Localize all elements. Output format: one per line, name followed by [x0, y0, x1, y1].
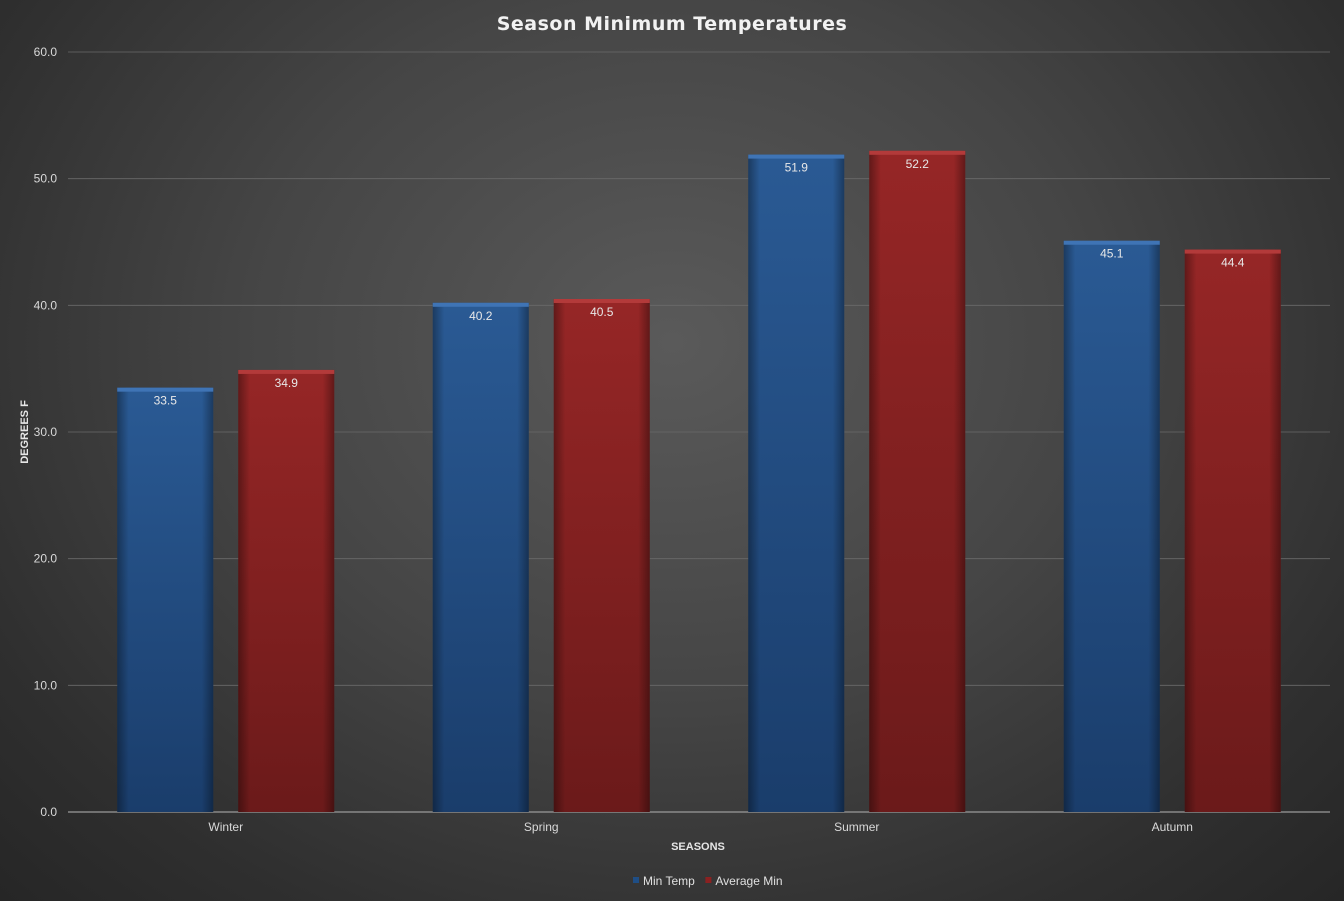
- bar-top-bevel: [553, 299, 650, 303]
- y-axis-ticks: 0.0 10.0 20.0 30.0 40.0 50.0 60.0: [34, 45, 58, 819]
- chart-title: Season Minimum Temperatures: [497, 13, 848, 35]
- bar-shading: [1184, 249, 1281, 813]
- x-tick-label: Spring: [524, 820, 559, 834]
- bar-top-bevel: [117, 387, 214, 392]
- legend-label: Average Min: [715, 874, 782, 888]
- x-tick-label: Autumn: [1152, 820, 1193, 834]
- y-tick-label: 0.0: [40, 805, 57, 819]
- bar-min-temp-spring: [432, 302, 529, 812]
- bar-top-bevel: [1063, 240, 1160, 245]
- y-tick-label: 10.0: [34, 678, 58, 692]
- y-tick-label: 40.0: [34, 298, 58, 312]
- data-labels: 33.5 34.9 40.2 40.5 51.9 52.2 45.1 44.4: [154, 157, 1245, 408]
- bar-shading: [748, 154, 845, 813]
- data-label: 34.9: [275, 376, 299, 390]
- legend-item-average-min: Average Min: [705, 874, 783, 888]
- data-label: 51.9: [785, 161, 809, 175]
- data-label: 40.2: [469, 309, 493, 323]
- y-tick-label: 60.0: [34, 45, 58, 59]
- bar-min-temp-winter: [117, 387, 214, 812]
- bar-top-bevel: [1184, 249, 1281, 254]
- bars: [117, 150, 1281, 813]
- data-label: 40.5: [590, 305, 614, 319]
- bar-top-bevel: [432, 302, 529, 307]
- legend: Min Temp Average Min: [633, 874, 783, 888]
- legend-swatch: [705, 877, 712, 883]
- bar-min-temp-autumn: [1063, 240, 1160, 812]
- x-tick-label: Summer: [834, 820, 879, 834]
- bar-average-min-winter: [238, 369, 335, 812]
- x-tick-label: Winter: [208, 820, 243, 834]
- bar-shading: [432, 302, 529, 812]
- legend-swatch: [633, 877, 639, 883]
- data-label: 44.4: [1221, 256, 1245, 270]
- data-label: 52.2: [906, 157, 930, 171]
- bar-average-min-summer: [869, 150, 966, 813]
- y-axis-title: DEGREES F: [19, 400, 31, 464]
- bar-average-min-autumn: [1184, 249, 1281, 813]
- x-axis-ticks: Winter Spring Summer Autumn: [208, 820, 1193, 834]
- data-label: 33.5: [154, 394, 178, 408]
- bar-shading: [553, 299, 650, 812]
- bar-min-temp-summer: [748, 154, 845, 813]
- bar-top-bevel: [869, 150, 966, 155]
- bar-top-bevel: [748, 154, 845, 159]
- bar-shading: [1063, 240, 1160, 812]
- y-tick-label: 30.0: [34, 425, 58, 439]
- x-axis-title: SEASONS: [671, 841, 725, 853]
- y-tick-label: 20.0: [34, 552, 58, 566]
- bar-top-bevel: [238, 369, 335, 374]
- data-label: 45.1: [1100, 247, 1124, 261]
- bar-shading: [238, 369, 335, 812]
- legend-label: Min Temp: [643, 874, 695, 888]
- y-tick-label: 50.0: [34, 172, 58, 186]
- bar-shading: [117, 387, 214, 812]
- legend-item-min-temp: Min Temp: [633, 874, 695, 888]
- bar-shading: [869, 150, 966, 813]
- bar-average-min-spring: [553, 299, 650, 812]
